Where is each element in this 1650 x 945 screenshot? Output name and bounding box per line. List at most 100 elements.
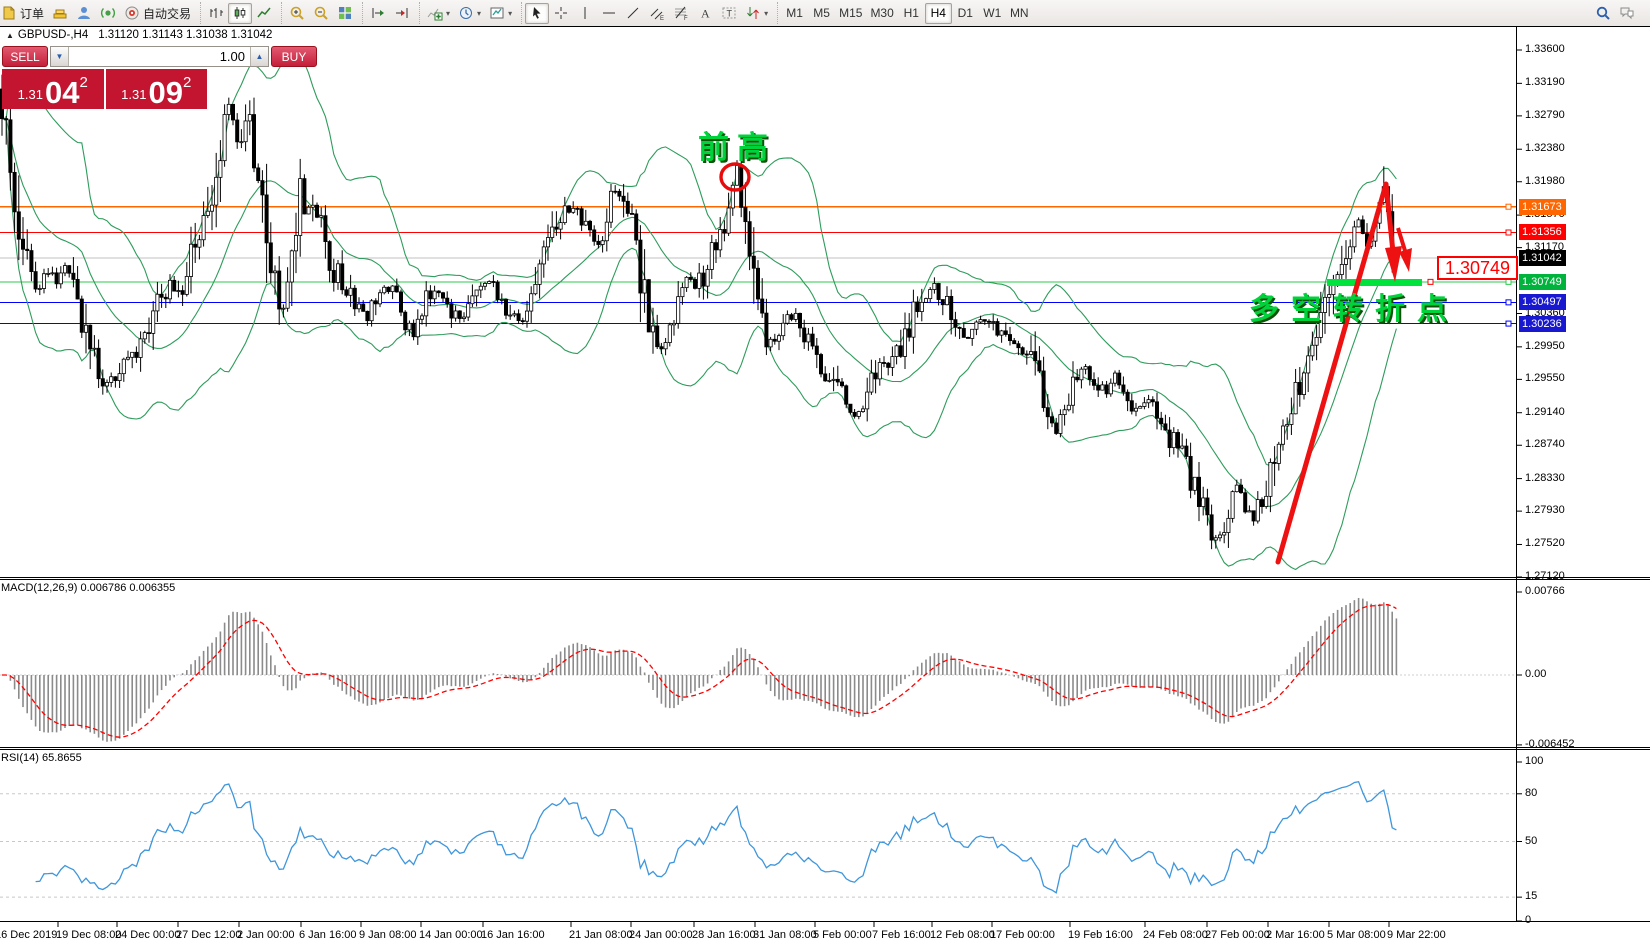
macd-axis-label: 0.00 [1525,668,1547,680]
chart-title: ▲ GBPUSD-,H4 1.31120 1.31143 1.31038 1.310… [6,29,272,41]
market-watch-button[interactable] [48,3,72,24]
price-tick-label: 1.32380 [1525,142,1565,155]
macd-axis-label: -0.006452 [1525,737,1575,750]
toolbar-group-tools: ▾ ▾ ▾ [419,2,519,24]
tf-h4-button[interactable]: H4 [924,2,952,24]
vertical-line-button[interactable] [573,3,597,24]
shapes-icon [745,5,761,21]
tile-windows-button[interactable] [333,3,357,24]
tf-m1-button-label: M1 [786,6,803,20]
chart-shift-button[interactable] [390,3,414,24]
chart-shift-icon [394,5,410,21]
buy-price-big: 09 [148,75,183,110]
hline-icon [601,5,617,21]
channel-button[interactable]: E [645,3,669,24]
trendline-icon [625,5,641,21]
bar-chart-button[interactable] [204,3,228,24]
price-tick-label: 1.32790 [1525,108,1565,121]
zoom-in-icon [289,5,305,21]
line-chart-button[interactable] [252,3,276,24]
auto-scroll-button[interactable] [366,3,390,24]
gold-icon [52,5,68,21]
new-order-button-label: 订单 [20,6,45,21]
new-order-button[interactable]: 订单 [0,3,48,24]
search-button[interactable] [1591,3,1615,24]
buy-button[interactable]: BUY [271,46,317,67]
tf-d1-button[interactable]: D1 [952,3,979,24]
svg-text:T: T [727,9,733,19]
time-axis-label: 2 Jan 00:00 [237,929,295,941]
time-axis-label: 27 Dec 12:00 [176,929,242,941]
symbol-period: GBPUSD-,H4 [17,29,89,41]
label-icon: T [721,5,737,21]
rsi-axis-label: 100 [1525,755,1544,767]
svg-text:F: F [684,16,688,21]
indicators-button[interactable]: ▾ [423,3,454,24]
dropdown-arrow-icon: ▾ [764,8,769,18]
rsi-axis-label: 15 [1525,890,1538,903]
chat-button[interactable] [1615,3,1639,24]
rsi-axis-label: 80 [1525,786,1538,799]
periods-button[interactable]: ▾ [454,3,485,24]
tf-m30-button-label: M30 [870,6,894,20]
tf-m5-button[interactable]: M5 [808,3,835,24]
templates-button[interactable]: ▾ [485,3,516,24]
zoom-out-button[interactable] [309,3,333,24]
volume-input[interactable] [69,47,250,66]
tf-mn-button-label: MN [1009,6,1029,20]
time-axis-label: 6 Jan 16:00 [299,929,357,941]
volume-up-button[interactable]: ▲ [250,47,268,66]
time-axis-label: 12 Feb 08:00 [930,929,995,941]
tf-m15-button[interactable]: M15 [835,3,866,24]
buy-price-pip: 2 [182,74,192,91]
crosshair-icon [553,5,569,21]
price-tick-label: 1.33190 [1525,76,1565,89]
signals-button[interactable] [96,3,120,24]
volume-down-button[interactable]: ▼ [51,47,69,66]
tf-w1-button[interactable]: W1 [979,3,1006,24]
chat-icon [1619,5,1635,21]
tf-h1-button-label: H1 [903,6,919,20]
horizontal-line-button[interactable] [597,3,621,24]
search-icon [1595,5,1611,21]
time-axis-label: 16 Jan 16:00 [481,929,545,941]
crosshair-button[interactable] [549,3,573,24]
price-tick-label: 1.27120 [1525,570,1565,582]
time-axis-label: 9 Jan 08:00 [359,929,417,941]
sell-button[interactable]: SELL [2,46,48,67]
cursor-button[interactable] [525,2,550,24]
tile-windows-icon [337,5,353,21]
tf-m1-button[interactable]: M1 [781,3,808,24]
sell-price-display[interactable]: 1.31 04 2 [2,69,104,109]
buy-price-display[interactable]: 1.31 09 2 [105,69,207,110]
toolbar-group-zoom [281,2,360,24]
profile-button[interactable] [72,3,96,24]
bar-chart-icon [208,5,224,21]
arrows-button[interactable]: ▾ [741,3,772,24]
price-level-badge: 1.30749 [1519,273,1566,290]
label-button[interactable]: T [717,3,741,24]
tf-d1-button-label: D1 [957,6,973,20]
tf-mn-button[interactable]: MN [1006,3,1033,24]
buy-price-prefix: 1.31 [121,87,147,102]
toolbar-group-drawing: E F A T ▾ [521,2,775,24]
text-button[interactable]: A [693,3,717,24]
vline-icon [577,5,593,21]
autotrading-button[interactable]: 自动交易 [120,3,195,24]
svg-text:E: E [660,16,664,21]
time-axis-label: 19 Feb 16:00 [1068,929,1133,941]
price-level-badge: 1.31673 [1519,198,1566,215]
auto-scroll-icon [370,5,386,21]
price-tick-label: 1.29550 [1525,372,1565,385]
periods-icon [458,5,474,21]
tf-m30-button[interactable]: M30 [866,3,897,24]
tf-h1-button[interactable]: H1 [898,3,925,24]
trendline-button[interactable] [621,3,645,24]
price-level-badge: 1.31356 [1519,224,1566,241]
zoom-in-button[interactable] [285,3,309,24]
candle-chart-button[interactable] [228,2,253,24]
fibonacci-button[interactable]: F [669,3,693,24]
